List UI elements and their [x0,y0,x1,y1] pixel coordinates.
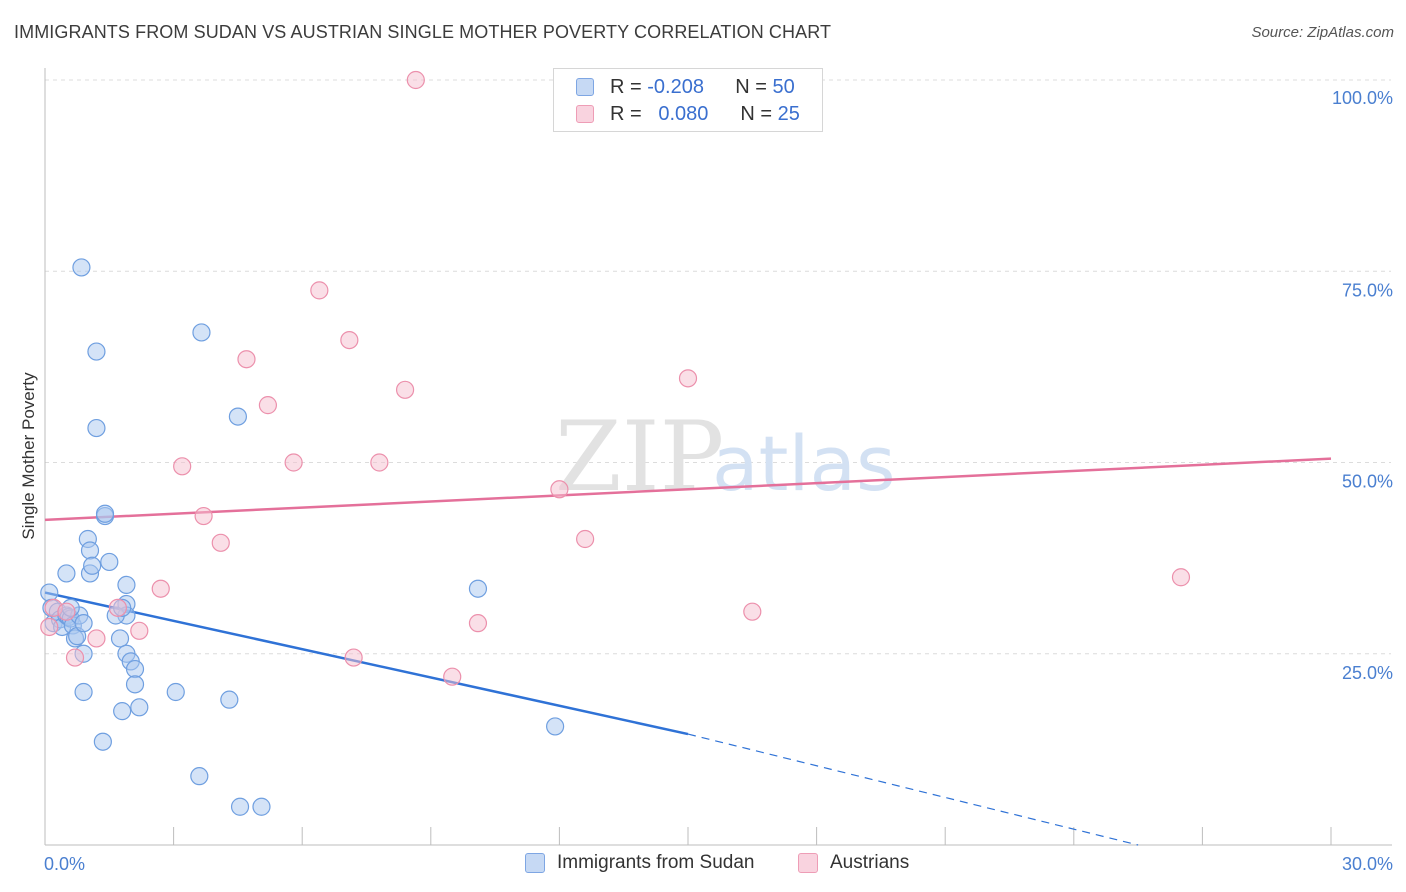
data-points [40,70,1191,816]
data-point-austrians [576,529,595,549]
data-point-sudan [95,504,115,523]
y-axis-label: Single Mother Poverty [19,372,38,540]
watermark: ZIP atlas [555,401,896,513]
legend-item-sudan: Immigrants from Sudan [525,852,754,874]
x-tick-label: 0.0% [44,854,85,874]
data-point-sudan [72,258,91,277]
data-point-austrians [57,602,76,621]
data-point-sudan [125,675,145,694]
data-point-sudan [130,698,149,717]
data-point-sudan [87,418,106,438]
data-point-sudan [117,575,136,595]
data-point-austrians [130,621,149,640]
data-point-sudan [252,797,271,816]
data-point-austrians [237,350,256,369]
data-point-sudan [83,556,102,575]
data-point-sudan [190,767,209,786]
data-point-austrians [406,70,425,90]
trend-line-austrians [44,457,1332,522]
data-point-austrians [87,629,106,648]
source-label: Source: ZipAtlas.com [1251,24,1394,41]
data-point-austrians [258,396,278,415]
legend-item-austrians: Austrians [798,852,909,874]
data-point-sudan [228,407,247,426]
tick-labels: 25.0% 50.0% 75.0% 100.0% 0.0% 30.0% [44,88,1393,874]
data-point-sudan [125,659,145,679]
chart-title: IMMIGRANTS FROM SUDAN VS AUSTRIAN SINGLE… [14,22,832,42]
legend-row-austrians: R = 0.080 N = 25 [576,101,800,127]
data-point-austrians [443,667,462,686]
watermark-atlas: atlas [712,419,896,508]
legend-row-sudan: R = -0.208 N = 50 [576,74,795,100]
data-point-sudan [74,682,93,702]
data-point-austrians [40,617,59,637]
data-point-sudan [546,717,565,736]
data-point-austrians [65,648,85,667]
data-point-sudan [468,579,488,598]
y-tick-label: 50.0% [1342,472,1393,492]
data-point-austrians [284,453,303,472]
data-point-sudan [100,552,119,572]
legend-r-value: 0.080 [658,102,709,125]
data-point-austrians [310,281,329,300]
legend-swatch-blue [525,853,545,873]
data-point-austrians [211,533,230,552]
data-point-austrians [550,480,569,499]
legend-swatch-pink [798,853,818,873]
legend-swatch-blue [576,78,594,96]
data-point-austrians [173,457,192,476]
data-point-sudan [80,541,100,560]
data-point-sudan [220,690,239,709]
data-point-austrians [395,380,415,399]
data-point-sudan [57,564,76,583]
data-point-sudan [192,323,211,342]
watermark-zip: ZIP [555,401,724,513]
legend-label-sudan: Immigrants from Sudan [557,852,755,873]
data-point-austrians [344,648,363,667]
data-point-sudan [74,614,93,633]
axes [44,68,1392,846]
x-tick-label: 30.0% [1342,854,1393,874]
data-point-sudan [230,797,250,816]
legend-n-label: N = [740,102,773,125]
legend-r-label: R = [610,102,642,125]
data-point-sudan [40,583,59,602]
data-point-austrians [108,598,127,617]
trend-line-sudan [44,591,689,736]
data-point-austrians [370,453,389,472]
data-point-sudan [113,702,132,721]
legend-label-austrians: Austrians [830,852,910,873]
data-point-sudan [87,342,106,361]
data-point-sudan [93,732,112,751]
y-tick-label: 75.0% [1342,280,1393,300]
y-tick-label: 100.0% [1332,88,1393,108]
trend-line-sudan-extension [687,733,1139,846]
data-point-austrians [468,614,488,633]
data-point-austrians [340,331,359,350]
data-point-sudan [166,682,185,702]
data-point-austrians [743,602,762,621]
legend-n-value: 25 [777,102,800,125]
data-point-sudan [110,629,130,648]
data-point-austrians [194,506,213,526]
stats-legend: R = -0.208 N = 50 R = 0.080 N = 25 [553,68,823,132]
trend-lines [44,457,1332,846]
data-point-austrians [1171,568,1191,587]
grid-lines [45,79,1391,655]
legend-r-label: R = [610,75,642,98]
legend-swatch-pink [576,105,594,123]
data-point-austrians [151,579,170,598]
data-point-austrians [678,369,698,388]
legend-r-value: -0.208 [647,75,704,98]
legend-n-value: 50 [772,75,795,98]
y-tick-label: 25.0% [1342,663,1393,683]
legend-n-label: N = [735,75,767,98]
